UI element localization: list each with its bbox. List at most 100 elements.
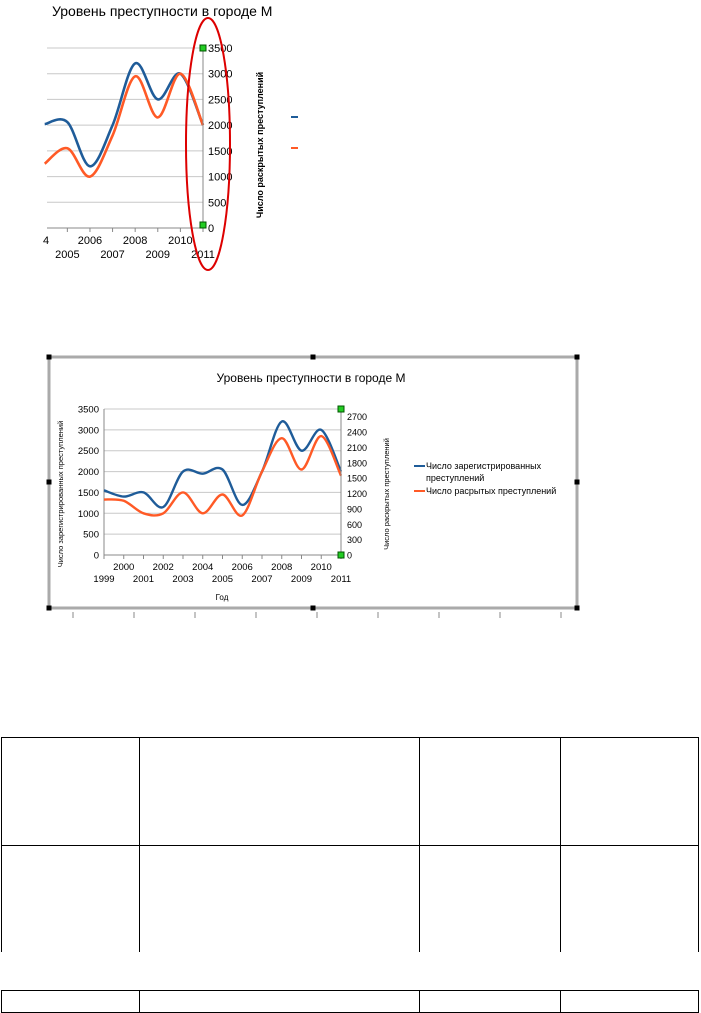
main-chart-y2-tick-label: 2100 — [347, 443, 367, 453]
top-chart-x-tick-label: 2006 — [78, 235, 102, 247]
main-chart-frame-handles[interactable] — [46, 354, 580, 611]
main-chart-frame[interactable] — [47, 355, 579, 610]
main-chart-y-label: Число зарегистрированных преступлений — [56, 421, 65, 568]
top-chart-series-line — [43, 72, 205, 178]
top-chart-y2-tick-label: 500 — [208, 197, 226, 209]
top-chart-y2-label: Число раскрытых преступлений — [255, 72, 265, 218]
main-chart-y-tick-label: 2500 — [78, 446, 99, 457]
top-chart-x-tick-label: 2007 — [100, 249, 124, 261]
main-chart-frame-handle[interactable] — [574, 605, 580, 611]
table-row — [1, 845, 699, 952]
top-chart-title: Уровень преступности в городе М — [52, 3, 272, 19]
main-chart-x-tick-label: 2006 — [232, 562, 253, 573]
main-chart-x-tick-label: 2005 — [212, 574, 233, 585]
main-chart-y2-label: Число раскрытых преступлений — [382, 438, 391, 550]
top-chart-y2-tick-label: 2500 — [208, 94, 232, 106]
table-cell — [560, 990, 699, 1013]
main-chart-x-tick-label: 2010 — [311, 562, 332, 573]
top-chart-x-tick-label: 2008 — [123, 235, 147, 247]
lower-table — [1, 990, 699, 1013]
main-chart-legend-label: преступлений — [426, 473, 484, 483]
top-chart-x-tick-label: 4 — [43, 235, 49, 247]
main-chart-frame-handle[interactable] — [46, 479, 52, 485]
table-cell — [1, 990, 140, 1013]
main-chart-frame-handle[interactable] — [310, 605, 316, 611]
main-chart-y-ticks: 3500 3000 2500 2000 1500 1000 500 0 — [78, 405, 99, 562]
main-chart-legend-label: Число расрытых преступлений — [426, 486, 556, 496]
main-chart-y-tick-label: 1500 — [78, 488, 99, 499]
main-chart-x-tick-label: 2007 — [251, 574, 272, 585]
top-chart-highlight-ellipse — [185, 17, 231, 271]
table-row — [1, 737, 699, 846]
table-cell — [139, 845, 420, 952]
main-chart-series-line — [103, 434, 343, 517]
top-chart-y2-tick-label: 2000 — [208, 120, 232, 132]
main-chart-frame-handle[interactable] — [310, 354, 316, 360]
main-chart-y2-tick-label: 1200 — [347, 489, 367, 499]
main-chart-y2-tick-label: 0 — [347, 551, 352, 561]
main-chart-frame-handle[interactable] — [46, 605, 52, 611]
main-chart-y-tick-label: 3500 — [78, 405, 99, 416]
main-chart-x-tick-label: 2003 — [172, 574, 193, 585]
top-chart-y2-tick-label: 1000 — [208, 172, 232, 184]
main-chart-x-tick-label: 1999 — [93, 574, 114, 585]
main-chart-legend: Число зарегистрированных преступлений Числ… — [414, 461, 556, 496]
main-chart-y2-tick-label: 1800 — [347, 458, 367, 468]
table-cell — [419, 990, 561, 1013]
main-chart-x-tick-label: 2004 — [192, 562, 213, 573]
top-chart-series — [43, 62, 205, 178]
main-chart-frame-handle[interactable] — [574, 354, 580, 360]
main-chart-y2-tick-label: 600 — [347, 520, 362, 530]
table-cell — [419, 737, 561, 846]
top-chart-x-tick-label: 2010 — [168, 235, 192, 247]
main-chart-title: Уровень преступности в городе М — [217, 371, 406, 385]
table-cell — [419, 845, 561, 952]
top-chart-y2-tick-label: 0 — [208, 223, 214, 235]
main-chart-frame-handle[interactable] — [46, 354, 52, 360]
main-chart-y-tick-label: 3000 — [78, 425, 99, 436]
main-chart-y2-tick-label: 300 — [347, 535, 362, 545]
main-chart-y2-tick-label: 2700 — [347, 412, 367, 422]
table-cell — [1, 737, 140, 846]
table-cell — [139, 990, 420, 1013]
main-chart-x-tick-label: 2009 — [291, 574, 312, 585]
main-chart-y2-tick-label: 1500 — [347, 474, 367, 484]
main-chart-axis-handle-bottom[interactable] — [337, 551, 345, 559]
top-chart-axis-handle-top[interactable] — [199, 44, 207, 52]
main-chart-x-ticks: 2000 2002 2004 2006 2008 2010 1999 2001 2003 2005… — [93, 555, 351, 585]
main-chart-frame-handle[interactable] — [574, 479, 580, 485]
main-chart-x-tick-label: 2000 — [113, 562, 134, 573]
main-chart-y-tick-label: 1000 — [78, 509, 99, 520]
table-row — [1, 990, 699, 1013]
top-chart-legend — [291, 116, 298, 149]
main-chart-y-tick-label: 500 — [83, 530, 99, 541]
main-chart-series-line — [103, 420, 343, 509]
main-chart: Уровень преступности в городе М 35003000… — [46, 354, 580, 618]
main-chart-y2-tick-label: 2400 — [347, 428, 367, 438]
main-chart-legend-label: Число зарегистрированных — [426, 461, 542, 471]
main-chart-series — [103, 420, 343, 517]
top-chart: Уровень преступности в городе М 35003000… — [43, 3, 298, 271]
main-chart-x-tick-label: 2001 — [133, 574, 154, 585]
main-chart-y-tick-label: 0 — [94, 551, 99, 562]
main-chart-y2-tick-label: 900 — [347, 504, 362, 514]
table-cell — [560, 737, 699, 846]
table-cell — [560, 845, 699, 952]
main-chart-ruler — [72, 612, 562, 618]
main-chart-x-tick-label: 2008 — [271, 562, 292, 573]
main-chart-y2-ticks: 2700 2400 2100 1800 1500 1200 900 600 300 0 — [347, 412, 367, 560]
top-chart-x-tick-label: 2009 — [146, 249, 170, 261]
main-chart-axis-handle-top[interactable] — [337, 405, 345, 413]
main-chart-y-tick-label: 2000 — [78, 467, 99, 478]
main-chart-x-label: Год — [216, 593, 229, 602]
main-chart-x-tick-label: 2011 — [331, 574, 351, 585]
top-chart-axis-handle-bottom[interactable] — [199, 221, 207, 229]
main-chart-x-tick-label: 2002 — [153, 562, 174, 573]
top-chart-y2-tick-label: 1500 — [208, 146, 232, 158]
top-chart-y2-tick-label: 3500 — [208, 43, 232, 55]
table-cell — [139, 737, 420, 846]
upper-table — [1, 737, 699, 952]
top-chart-x-tick-label: 2005 — [55, 249, 79, 261]
